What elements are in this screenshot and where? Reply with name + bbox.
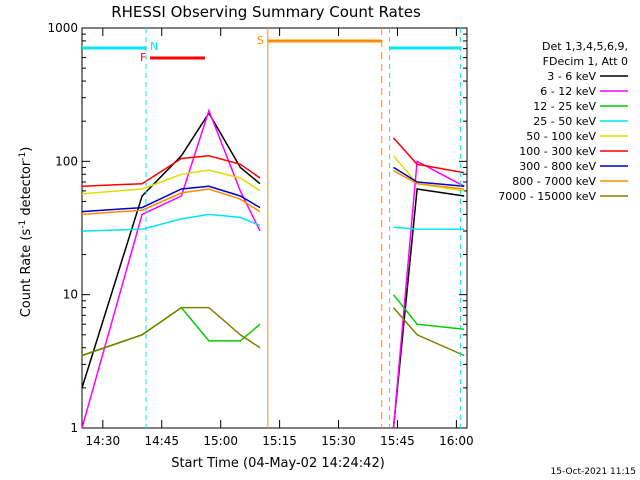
y-tick-label: 1000 — [47, 21, 78, 35]
y-axis-label-mid: detector — [19, 160, 34, 220]
night-flag-label: N — [150, 40, 158, 53]
series-line — [81, 108, 261, 429]
timestamp: 15-Oct-2021 11:15 — [551, 467, 636, 477]
x-tick-label: 14:30 — [86, 434, 121, 448]
y-axis-label-end: ) — [19, 147, 34, 152]
legend-entry-label: 6 - 12 keV — [540, 85, 596, 98]
series-line — [393, 170, 465, 190]
legend-header: FDecim 1, Att 0 — [543, 55, 628, 68]
series-line — [392, 137, 465, 174]
x-tick-label: 14:45 — [144, 434, 179, 448]
series-line — [81, 306, 261, 357]
series-line — [392, 307, 465, 357]
y-tick-label: 100 — [55, 154, 78, 168]
series-line — [81, 111, 261, 389]
series-line — [392, 160, 465, 429]
series-line — [81, 185, 261, 213]
y-axis-label-main: Count Rate (s — [19, 229, 34, 318]
legend-entry-label: 800 - 7000 keV — [512, 175, 596, 188]
flare-flag-label: F — [140, 51, 146, 64]
y-tick-label: 10 — [63, 288, 78, 302]
plot-frame — [81, 27, 468, 429]
series-line — [81, 169, 261, 195]
legend: Det 1,3,4,5,6,9, FDecim 1, Att 0 3 - 6 keV… — [498, 40, 628, 203]
chart-title: RHESSI Observing Summary Count Rates — [111, 3, 421, 21]
legend-entry-label: 7000 - 15000 keV — [498, 190, 596, 203]
x-tick-label: 15:30 — [321, 434, 356, 448]
series-line — [392, 188, 465, 429]
x-tick-label: 16:00 — [439, 434, 474, 448]
series-line — [81, 188, 261, 216]
legend-header: Det 1,3,4,5,6,9, — [542, 40, 628, 53]
legend-entry-label: 3 - 6 keV — [547, 70, 596, 83]
y-tick-label: 1 — [70, 421, 78, 435]
x-tick-label: 15:45 — [380, 434, 415, 448]
legend-entry-label: 100 - 300 keV — [519, 145, 596, 158]
series-line — [393, 226, 465, 230]
series-line — [393, 166, 465, 188]
x-tick-label: 15:00 — [203, 434, 238, 448]
series-line — [392, 294, 465, 331]
y-axis-label-sup2: -1 — [18, 152, 28, 161]
legend-entry-label: 300 - 800 keV — [519, 160, 596, 173]
x-tick-label: 15:15 — [262, 434, 297, 448]
legend-entry-label: 12 - 25 keV — [533, 100, 596, 113]
y-axis-label: Count Rate (s-1 detector-1) — [18, 147, 34, 318]
x-axis-label: Start Time (04-May-02 14:24:42) — [171, 456, 385, 471]
plot-area: 1 10 100 1000 14:30 14:45 15:00 15:15 15:30 15:45… — [47, 21, 473, 448]
series-line — [81, 155, 261, 188]
legend-entry-label: 50 - 100 keV — [526, 130, 596, 143]
legend-entry-label: 25 - 50 keV — [533, 115, 596, 128]
saa-flag-label: S — [257, 34, 264, 47]
y-axis-label-sup1: -1 — [18, 220, 28, 229]
series-line — [81, 213, 261, 232]
